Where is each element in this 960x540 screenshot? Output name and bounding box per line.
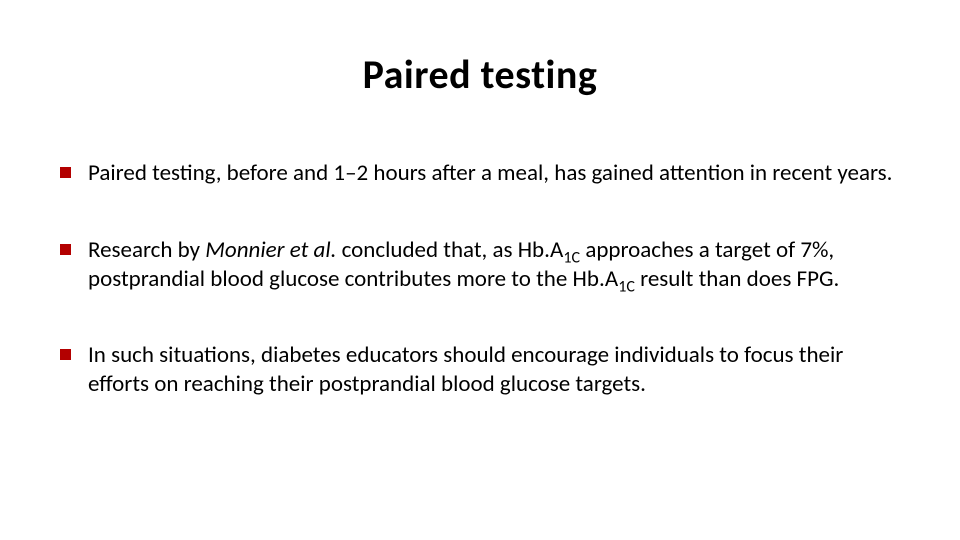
bullet-item: In such situations, diabetes educators s… [60, 341, 900, 399]
slide: Paired testing Paired testing, before an… [0, 0, 960, 540]
bullet-item: Research by Monnier et al. concluded tha… [60, 236, 900, 294]
bullet-item: Paired testing, before and 1–2 hours aft… [60, 159, 900, 188]
bullet-list: Paired testing, before and 1–2 hours aft… [60, 159, 900, 399]
slide-title: Paired testing [60, 50, 900, 99]
